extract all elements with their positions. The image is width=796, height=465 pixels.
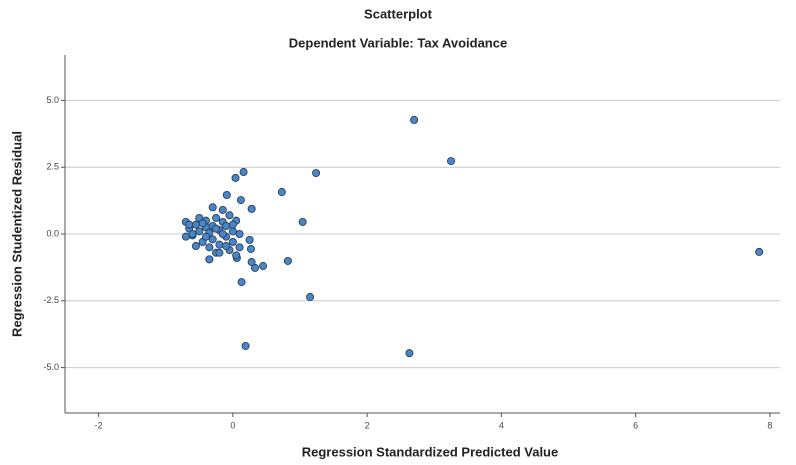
point	[250, 263, 259, 272]
point	[247, 204, 256, 213]
point	[447, 157, 456, 166]
y-tick-label: -5.0	[43, 362, 59, 372]
point	[195, 227, 204, 236]
point	[405, 349, 414, 358]
y-tick-label: 0.0	[46, 228, 59, 238]
point	[755, 247, 764, 256]
point	[228, 220, 237, 229]
x-tick-label: 0	[230, 420, 235, 430]
chart-subtitle: Dependent Variable: Tax Avoidance	[289, 35, 507, 50]
point	[246, 244, 255, 253]
point	[191, 242, 200, 251]
point	[312, 169, 321, 178]
point	[235, 243, 244, 252]
point	[208, 235, 217, 244]
point	[228, 238, 237, 247]
x-tick-label: 6	[633, 420, 638, 430]
point	[231, 173, 240, 182]
point	[283, 256, 292, 265]
point	[218, 205, 227, 214]
point	[215, 248, 224, 257]
point	[235, 229, 244, 238]
point	[198, 219, 207, 228]
chart-title: Scatterplot	[364, 6, 433, 21]
point	[306, 293, 315, 302]
x-axis-label: Regression Standardized Predicted Value	[302, 444, 558, 459]
point	[245, 235, 254, 244]
point	[222, 221, 231, 230]
point	[241, 341, 250, 350]
point	[212, 224, 221, 233]
point	[247, 258, 256, 267]
point	[222, 190, 231, 199]
point	[239, 168, 248, 177]
x-tick-label: 2	[365, 420, 370, 430]
point	[185, 220, 194, 229]
point	[232, 251, 241, 260]
y-axis-label: Regression Studentized Residual	[9, 131, 24, 337]
point	[188, 229, 197, 238]
point	[181, 232, 190, 241]
y-tick-label: 2.5	[46, 162, 59, 172]
point	[236, 196, 245, 205]
point	[222, 242, 231, 251]
point	[237, 278, 246, 287]
x-tick-label: 8	[767, 420, 772, 430]
x-tick-label: -2	[95, 420, 103, 430]
point	[259, 262, 268, 271]
point	[410, 115, 419, 124]
point	[191, 220, 200, 229]
point	[208, 203, 217, 212]
point	[277, 188, 286, 197]
point	[298, 217, 307, 226]
point	[205, 255, 214, 264]
point	[201, 232, 210, 241]
y-tick-label: -2.5	[43, 295, 59, 305]
point	[225, 211, 234, 220]
point	[218, 229, 227, 238]
point	[228, 227, 237, 236]
point	[215, 240, 224, 249]
point	[205, 243, 214, 252]
x-tick-label: 4	[499, 420, 504, 430]
y-tick-label: 5.0	[46, 95, 59, 105]
point	[212, 213, 221, 222]
